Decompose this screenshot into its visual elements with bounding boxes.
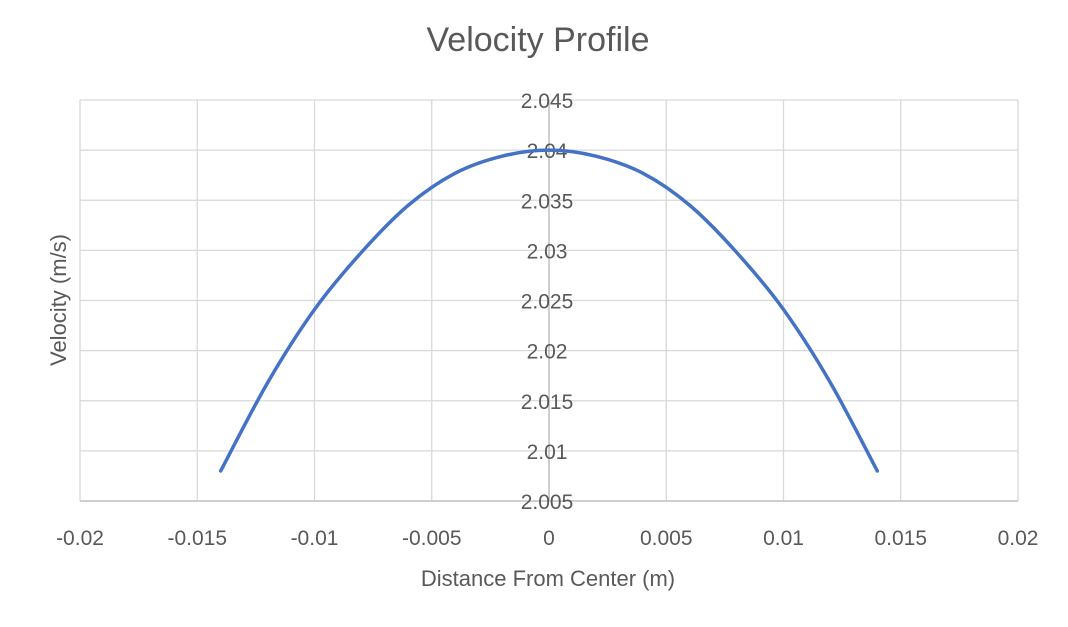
x-tick-label: -0.015 bbox=[167, 527, 227, 550]
y-tick-label: 2.01 bbox=[527, 441, 568, 464]
x-tick-label: 0.005 bbox=[640, 527, 693, 550]
y-tick-label: 2.025 bbox=[521, 291, 574, 314]
chart-title: Velocity Profile bbox=[427, 21, 650, 59]
x-tick-label: 0.015 bbox=[874, 527, 927, 550]
y-tick-label: 2.015 bbox=[521, 391, 574, 414]
x-tick-label: 0.01 bbox=[763, 527, 804, 550]
series-group bbox=[218, 148, 880, 473]
x-axis-label: Distance From Center (m) bbox=[421, 566, 675, 591]
x-tick-label: -0.005 bbox=[402, 527, 462, 550]
x-tick-label: 0.02 bbox=[998, 527, 1039, 550]
y-tick-label: 2.035 bbox=[521, 190, 574, 213]
y-tick-label: 2.005 bbox=[521, 491, 574, 514]
y-tick-label: 2.045 bbox=[521, 90, 574, 113]
y-tick-labels: 2.0052.012.0152.022.0252.032.0352.042.04… bbox=[521, 90, 574, 514]
x-tick-label: 0 bbox=[543, 527, 555, 550]
x-tick-labels: -0.02 -0.015 -0.01 -0.005 0 0.005 0.01 0.015 0.0… bbox=[56, 527, 1038, 550]
axes bbox=[80, 100, 1018, 502]
y-axis-label: Velocity (m/s) bbox=[46, 234, 71, 366]
series-line-velocity bbox=[218, 148, 880, 473]
y-tick-label: 2.02 bbox=[527, 341, 568, 364]
x-tick-label: -0.02 bbox=[56, 527, 104, 550]
x-tick-label: -0.01 bbox=[291, 527, 339, 550]
y-tick-label: 2.03 bbox=[527, 240, 568, 263]
